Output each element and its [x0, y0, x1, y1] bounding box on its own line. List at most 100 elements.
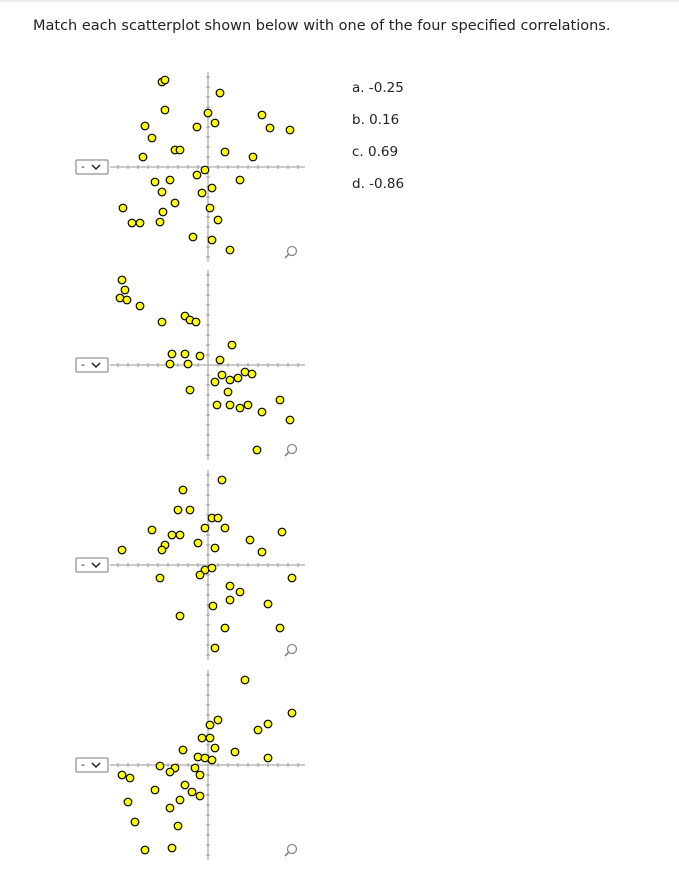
data-point — [235, 587, 245, 597]
dropdown-box — [75, 357, 109, 373]
data-point — [183, 359, 193, 369]
data-point — [208, 601, 218, 611]
option: a. -0.25 — [352, 80, 404, 96]
dropdown-arrow — [91, 362, 101, 369]
data-point — [170, 198, 180, 208]
data-point — [213, 715, 223, 725]
dropdown-value: - — [81, 358, 85, 371]
dropdown[interactable]: - — [75, 159, 109, 175]
data-point — [225, 375, 235, 385]
data-point — [220, 623, 230, 633]
data-point — [263, 753, 273, 763]
zoom-handle — [284, 451, 290, 457]
data-point — [120, 285, 130, 295]
data-point — [217, 475, 227, 485]
data-point — [135, 301, 145, 311]
data-point — [191, 317, 201, 327]
dropdown-arrow — [91, 762, 101, 769]
scatterplot: - — [75, 72, 305, 262]
data-point — [117, 770, 127, 780]
data-point — [178, 745, 188, 755]
data-point — [210, 118, 220, 128]
data-point — [175, 795, 185, 805]
data-point — [227, 340, 237, 350]
scatterplot: - — [75, 470, 305, 660]
data-point — [225, 245, 235, 255]
data-point — [127, 218, 137, 228]
data-point — [158, 207, 168, 217]
data-point — [212, 400, 222, 410]
data-point — [155, 573, 165, 583]
data-point — [123, 797, 133, 807]
data-point — [210, 643, 220, 653]
data-point — [210, 377, 220, 387]
data-point — [150, 785, 160, 795]
dropdown[interactable]: - — [75, 357, 109, 373]
dropdown-box — [75, 757, 109, 773]
dropdown[interactable]: - — [75, 557, 109, 573]
zoom-handle — [284, 253, 290, 259]
data-point — [285, 415, 295, 425]
dropdown-arrow — [91, 164, 101, 171]
data-point — [225, 581, 235, 591]
zoom-icon[interactable] — [284, 843, 298, 857]
data-point — [118, 203, 128, 213]
dropdown-value: - — [81, 160, 85, 173]
data-point — [210, 543, 220, 553]
data-point — [185, 505, 195, 515]
data-point — [213, 513, 223, 523]
data-point — [187, 787, 197, 797]
data-point — [122, 295, 132, 305]
zoom-handle — [284, 851, 290, 857]
data-point — [193, 538, 203, 548]
data-point — [147, 133, 157, 143]
data-point — [275, 623, 285, 633]
data-point — [207, 235, 217, 245]
data-point — [235, 403, 245, 413]
data-point — [215, 355, 225, 365]
data-point — [167, 843, 177, 853]
data-point — [225, 400, 235, 410]
option: b. 0.16 — [352, 112, 399, 128]
data-point — [165, 175, 175, 185]
zoom-icon[interactable] — [284, 245, 298, 259]
data-point — [165, 359, 175, 369]
data-point — [167, 349, 177, 359]
data-point — [180, 780, 190, 790]
data-point — [197, 188, 207, 198]
data-point — [257, 110, 267, 120]
data-point — [233, 373, 243, 383]
zoom-handle — [284, 651, 290, 657]
data-point — [207, 563, 217, 573]
data-point — [193, 752, 203, 762]
data-point — [160, 105, 170, 115]
data-point — [287, 708, 297, 718]
data-point — [207, 755, 217, 765]
option: d. -0.86 — [352, 176, 404, 192]
zoom-icon[interactable] — [284, 443, 298, 457]
zoom-icon[interactable] — [284, 643, 298, 657]
dropdown-box — [75, 159, 109, 175]
dropdown-value: - — [81, 758, 85, 771]
data-point — [263, 719, 273, 729]
data-point — [205, 720, 215, 730]
data-point — [157, 545, 167, 555]
options: a. -0.25 b. 0.16 c. 0.69 d. -0.86 — [352, 80, 404, 192]
data-point — [175, 145, 185, 155]
data-point — [173, 505, 183, 515]
zoom-lens — [286, 245, 298, 257]
dropdown[interactable]: - — [75, 757, 109, 773]
data-point — [192, 122, 202, 132]
data-point — [165, 767, 175, 777]
data-point — [253, 725, 263, 735]
data-point — [252, 445, 262, 455]
data-point — [155, 761, 165, 771]
scatterplot: - — [75, 670, 305, 860]
zoom-lens — [286, 443, 298, 455]
data-point — [160, 75, 170, 85]
data-point — [185, 385, 195, 395]
data-point — [257, 407, 267, 417]
question: Match each scatterplot shown below with … — [33, 18, 610, 34]
